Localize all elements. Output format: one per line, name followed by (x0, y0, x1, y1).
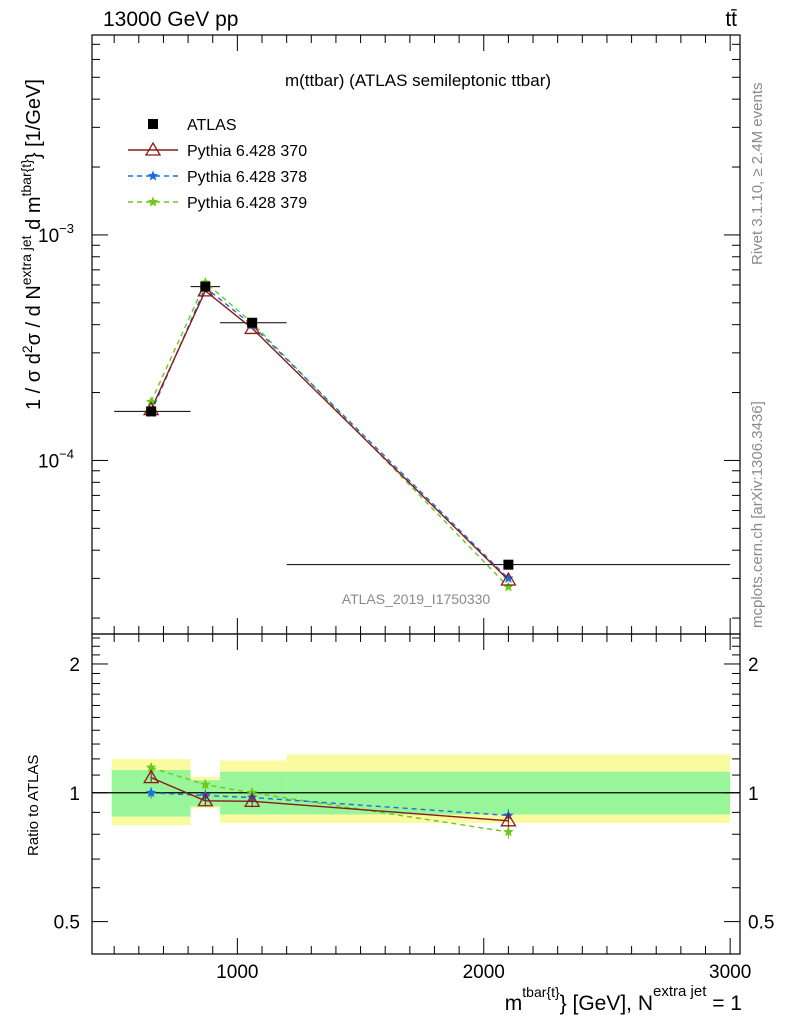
data-point-pythia-6-428-378 (503, 572, 514, 583)
y-tick-label: 10−3 (38, 221, 74, 247)
y-tick-label-exponent: −3 (59, 221, 74, 236)
legend-label: Pythia 6.428 370 (187, 143, 307, 160)
legend-marker (147, 170, 159, 181)
ratio-point-pythia-6-428-378 (145, 787, 157, 798)
data-point-pythia-6-428-370 (500, 571, 517, 586)
data-point-atlas (200, 281, 211, 292)
ratio-line-pythia-6-428-378 (151, 792, 509, 817)
ratio-line-pythia-6-428-370 (150, 776, 509, 822)
x-tick-label: 1000 (216, 962, 258, 983)
legend-marker (148, 119, 158, 129)
ratio-point-pythia-6-428-379 (145, 762, 157, 773)
ratio-y-tick-label-right: 0.5 (748, 913, 774, 934)
ratio-y-tick-label: 1 (69, 784, 80, 805)
ratio-point-pythia-6-428-379 (503, 826, 514, 837)
x-tick-label: 3000 (709, 962, 751, 983)
y-tick-label-base: 10 (38, 451, 59, 472)
ratio-line-pythia-6-428-379 (150, 766, 509, 833)
legend-label: Pythia 6.428 378 (187, 169, 307, 186)
ratio-y-tick-label-right: 2 (748, 655, 759, 676)
x-axis-label: mtbar{t}} [GeV], Nextra jet = 1 (505, 983, 742, 1015)
series-line-pythia-6-428-379 (150, 281, 509, 588)
ratio-point-pythia-6-428-379 (200, 779, 211, 790)
series-line-pythia-6-428-370 (150, 289, 509, 581)
main-plot-title: m(ttbar) (ATLAS semileptonic ttbar) (285, 71, 551, 90)
mcplots-label: mcplots.cern.ch [arXiv:1306.3436] (749, 401, 766, 628)
legend-label: Pythia 6.428 379 (187, 195, 307, 212)
ratio-panel-frame (91, 633, 741, 955)
y-tick-label-base: 10 (38, 226, 59, 247)
ratio-axes: 2 2 1 1 0.5 0.5 1000 2000 3000 (54, 634, 774, 983)
main-plot-content (114, 277, 731, 592)
main-panel: 10−310−4 m(ttbar) (ATLAS semileptonic tt… (18, 34, 741, 635)
main-axes: 10−310−4 (38, 35, 740, 634)
ratio-point-pythia-6-428-370 (500, 812, 517, 827)
legend-marker (147, 196, 159, 207)
ratio-panel: 2 2 1 1 0.5 0.5 1000 2000 3000 Ratio to ATLAS mt… (25, 633, 774, 1015)
data-point-pythia-6-428-379 (145, 396, 157, 407)
ratio-y-tick-label-right: 1 (748, 784, 759, 805)
y-tick-label-exponent: −4 (59, 446, 74, 461)
analysis-watermark: ATLAS_2019_I1750330 (342, 591, 491, 607)
ratio-point-pythia-6-428-370 (244, 793, 261, 807)
rivet-version-label: Rivet 3.1.10, ≥ 2.4M events (749, 83, 766, 266)
main-y-axis-label: 1 / σ d2σ / d Nextra jet d mtbar{t}} [1/… (18, 79, 45, 410)
x-tick-label: 2000 (463, 962, 505, 983)
energy-label: 13000 GeV pp (103, 8, 238, 31)
legend-label: ATLAS (187, 117, 237, 134)
ratio-y-tick-label: 2 (69, 655, 80, 676)
data-point-atlas (503, 559, 514, 570)
ratio-plot-content (92, 754, 740, 839)
ratio-y-axis-label: Ratio to ATLAS (25, 755, 42, 856)
series-line-pythia-6-428-378 (150, 286, 509, 579)
data-point-atlas (247, 317, 258, 328)
process-label: tt̄ (725, 8, 737, 31)
ratio-point-pythia-6-428-370 (197, 792, 214, 807)
data-point-pythia-6-428-379 (503, 581, 514, 592)
legend-marker (144, 141, 162, 156)
legend: ATLAS Pythia 6.428 370 Pythia 6.428 378 Pyt… (128, 117, 307, 212)
ratio-point-pythia-6-428-370 (143, 769, 160, 784)
y-tick-label: 10−4 (38, 446, 74, 472)
ratio-y-tick-label: 0.5 (54, 913, 80, 934)
data-point-atlas (146, 406, 157, 417)
